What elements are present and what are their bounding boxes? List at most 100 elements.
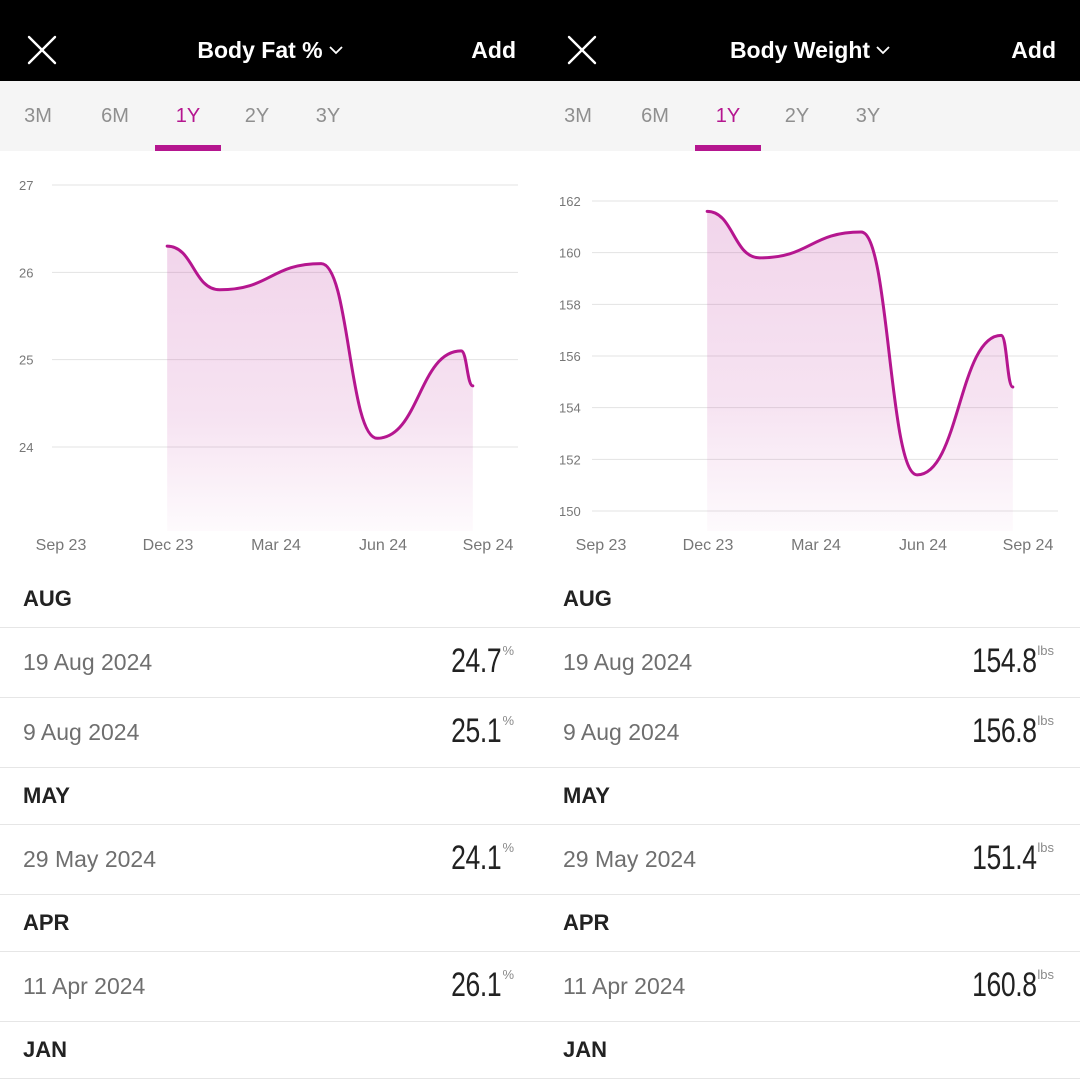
month-header: AUG [0, 571, 540, 628]
series-line [165, 244, 475, 440]
series-line [705, 209, 1015, 477]
entry-number: 156.8 [971, 712, 1037, 750]
chevron-down-icon [876, 46, 890, 55]
y-tick-label: 27 [19, 178, 33, 193]
y-tick-label: 24 [19, 440, 33, 455]
entry-row[interactable]: 19 Aug 2024 154.8 lbs [540, 628, 1080, 698]
x-tick-label: Sep 23 [36, 537, 87, 554]
tab-3m[interactable]: 3M [24, 105, 52, 127]
metric-selector[interactable]: Body Fat % [197, 36, 343, 64]
tab-3m[interactable]: 3M [564, 105, 592, 127]
entry-row[interactable]: 29 May 2024 24.1% [0, 825, 540, 895]
close-icon[interactable] [565, 33, 599, 67]
entry-unit: lbs [1037, 840, 1054, 855]
month-label: APR [23, 910, 70, 935]
month-header: JAN [540, 1022, 1080, 1079]
month-header: APR [540, 895, 1080, 952]
tab-3y[interactable]: 3Y [315, 105, 341, 127]
tab-6m[interactable]: 6M [641, 105, 669, 127]
entry-value: 151.4 lbs [954, 839, 1054, 878]
x-tick-label: Mar 24 [791, 537, 841, 554]
entries-list: AUG 19 Aug 2024 24.7% 9 Aug 2024 25.1% MAY 29 … [0, 571, 540, 1079]
entry-row[interactable]: 9 Aug 2024 25.1% [0, 698, 540, 768]
entry-date: 11 Apr 2024 [23, 973, 146, 999]
entry-row[interactable]: 9 Aug 2024 156.8 lbs [540, 698, 1080, 768]
tab-3y[interactable]: 3Y [855, 105, 881, 127]
add-button[interactable]: Add [471, 37, 516, 63]
month-label: MAY [23, 783, 70, 808]
add-button[interactable]: Add [1011, 37, 1056, 63]
y-tick-label: 162 [559, 194, 581, 209]
entry-unit: lbs [1037, 713, 1054, 728]
entry-number: 154.8 [971, 642, 1037, 680]
entry-number: 24.1 [451, 839, 502, 877]
tab-2y[interactable]: 2Y [244, 105, 270, 127]
top-bar: Body Fat % Add [0, 0, 540, 81]
entry-date: 9 Aug 2024 [563, 719, 680, 745]
entry-value: 24.7% [437, 642, 514, 681]
metric-selector[interactable]: Body Weight [730, 36, 890, 64]
body-weight-chart: 162 160 158 156 154 152 150 Sep 23 Dec 23 Mar 24 J… [559, 194, 1058, 554]
y-tick-label: 158 [559, 297, 581, 312]
entry-row[interactable]: 29 May 2024 151.4 lbs [540, 825, 1080, 895]
entry-number: 160.8 [971, 966, 1037, 1004]
entry-date: 29 May 2024 [23, 846, 156, 872]
month-label: APR [563, 910, 610, 935]
y-tick-label: 25 [19, 353, 33, 368]
entry-unit: % [502, 713, 514, 728]
entry-unit: % [502, 840, 514, 855]
x-tick-label: Dec 23 [143, 537, 194, 554]
entry-row[interactable]: 19 Aug 2024 24.7% [0, 628, 540, 698]
month-header: JAN [0, 1022, 540, 1079]
tab-6m[interactable]: 6M [101, 105, 129, 127]
body-weight-screen: Body Weight Add 3M 6M 1Y 2Y 3Y 162 160 158… [540, 0, 1080, 1080]
month-label: JAN [563, 1037, 608, 1062]
entry-value: 154.8 lbs [954, 642, 1054, 681]
tab-2y[interactable]: 2Y [784, 105, 810, 127]
entry-value: 156.8 lbs [954, 712, 1054, 751]
y-tick-label: 152 [559, 452, 581, 467]
x-tick-label: Sep 24 [1003, 537, 1054, 554]
x-tick-label: Sep 24 [463, 537, 514, 554]
tab-1y[interactable]: 1Y [155, 103, 221, 151]
entry-date: 11 Apr 2024 [563, 973, 686, 999]
y-tick-label: 154 [559, 401, 581, 416]
entry-number: 25.1 [451, 712, 502, 750]
entry-row[interactable]: 11 Apr 2024 160.8 lbs [540, 952, 1080, 1022]
entry-number: 26.1 [451, 966, 502, 1004]
month-label: AUG [563, 586, 612, 611]
metric-title: Body Weight [729, 37, 871, 63]
y-tick-label: 150 [559, 504, 581, 519]
x-tick-label: Sep 23 [576, 537, 627, 554]
entry-value: 24.1% [437, 839, 514, 878]
entry-unit: lbs [1037, 643, 1054, 658]
entry-date: 19 Aug 2024 [23, 649, 153, 675]
body-fat-screen: Body Fat % Add 3M 6M 1Y 2Y 3Y 27 26 25 24 Se… [0, 0, 540, 1080]
x-tick-label: Mar 24 [251, 537, 301, 554]
x-tick-label: Jun 24 [359, 537, 407, 554]
entry-date: 29 May 2024 [563, 846, 696, 872]
series-area [167, 246, 473, 531]
entry-date: 9 Aug 2024 [23, 719, 140, 745]
month-label: JAN [23, 1037, 68, 1062]
series-area [707, 211, 1013, 532]
x-tick-label: Dec 23 [683, 537, 734, 554]
x-tick-label: Jun 24 [899, 537, 947, 554]
month-label: AUG [23, 586, 72, 611]
month-header: APR [0, 895, 540, 952]
month-label: MAY [563, 783, 610, 808]
entry-row[interactable]: 11 Apr 2024 26.1% [0, 952, 540, 1022]
entries-list: AUG 19 Aug 2024 154.8 lbs 9 Aug 2024 156.8 lbs… [540, 571, 1080, 1079]
entry-unit: lbs [1037, 967, 1054, 982]
month-header: AUG [540, 571, 1080, 628]
entry-date: 19 Aug 2024 [563, 649, 693, 675]
tab-1y[interactable]: 1Y [695, 103, 761, 151]
y-tick-label: 156 [559, 349, 581, 364]
y-tick-label: 26 [19, 265, 33, 280]
month-header: MAY [540, 768, 1080, 825]
close-icon[interactable] [25, 33, 59, 67]
entry-unit: % [502, 967, 514, 982]
entry-value: 26.1% [437, 966, 514, 1005]
entry-number: 24.7 [451, 642, 502, 680]
range-tabs: 3M 6M 1Y 2Y 3Y [540, 81, 1080, 151]
